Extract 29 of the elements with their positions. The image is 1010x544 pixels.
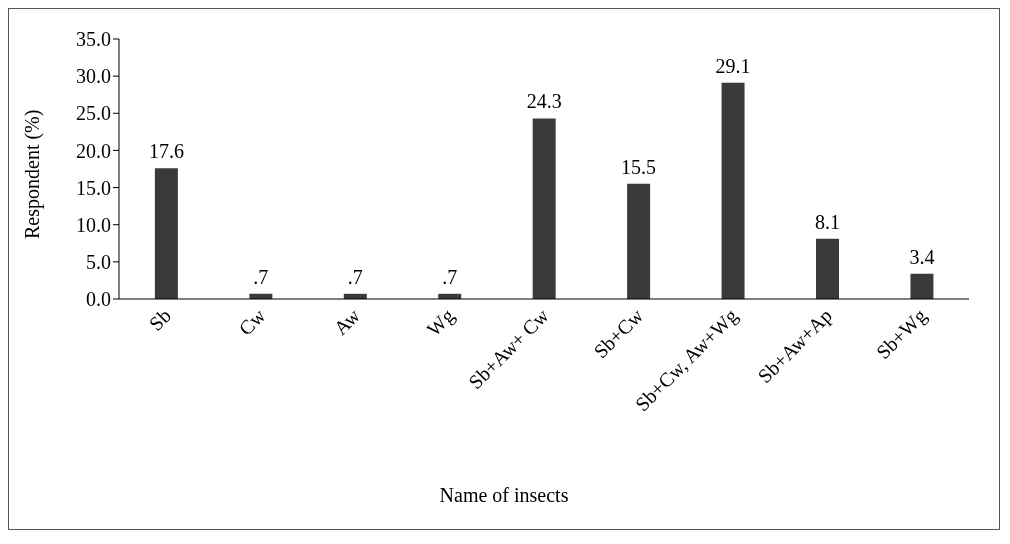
x-tick-label: Cw xyxy=(234,303,270,340)
x-tick-label: Wg xyxy=(422,304,460,341)
data-label: .7 xyxy=(253,265,269,288)
y-tick-label: 0.0 xyxy=(86,288,111,311)
y-axis-title: Respondent (%) xyxy=(21,109,45,239)
bar xyxy=(816,238,839,299)
x-tick-label: Sb xyxy=(144,304,176,335)
bar xyxy=(627,183,651,299)
data-label: .7 xyxy=(347,265,363,288)
y-tick-label: 35.0 xyxy=(76,28,111,51)
y-tick-label: 20.0 xyxy=(76,139,111,162)
y-tick-label: 10.0 xyxy=(76,213,111,236)
y-tick-label: 5.0 xyxy=(86,250,111,273)
bar xyxy=(154,168,178,299)
x-axis-title: Name of insects xyxy=(438,484,570,507)
data-label: 17.6 xyxy=(148,140,184,163)
y-tick-label: 25.0 xyxy=(76,102,111,125)
bar xyxy=(910,273,934,299)
data-label: 8.1 xyxy=(815,210,840,233)
x-tick-label: Aw xyxy=(329,303,365,339)
data-label: 24.3 xyxy=(526,90,562,113)
data-label: .7 xyxy=(442,265,458,288)
y-tick-label: 15.0 xyxy=(76,176,111,199)
bar xyxy=(721,82,745,299)
bar xyxy=(532,118,556,299)
data-label: 3.4 xyxy=(909,245,935,268)
y-tick-label: 30.0 xyxy=(76,65,111,88)
data-label: 29.1 xyxy=(715,54,751,77)
data-label: 15.5 xyxy=(621,155,657,178)
